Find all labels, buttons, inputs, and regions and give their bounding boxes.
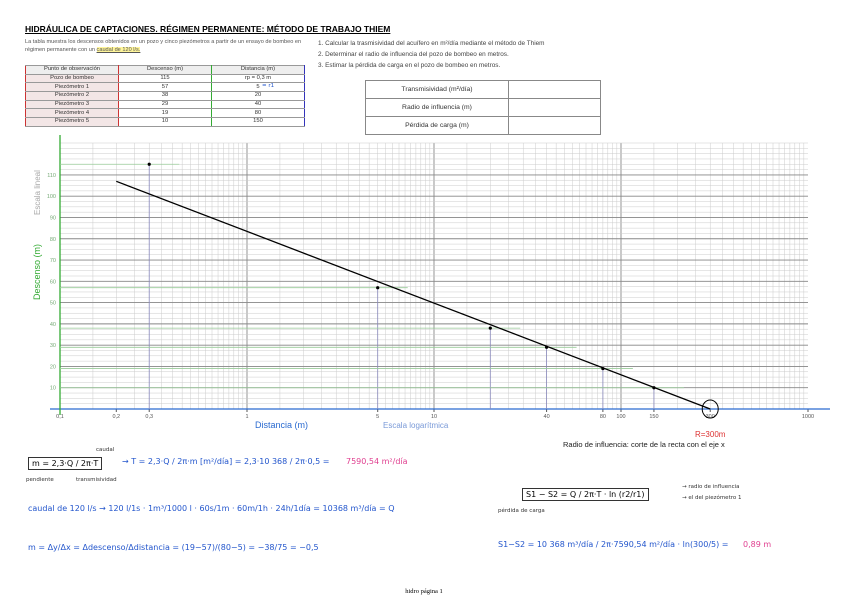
y-tick-label: 10 <box>50 386 56 392</box>
y-tick-label: 40 <box>50 322 56 328</box>
y-tick-label: 90 <box>50 215 56 221</box>
x-tick-label: 150 <box>649 414 658 420</box>
x-tick-label: 0,3 <box>145 414 153 420</box>
radius-circle <box>701 399 719 419</box>
y-tick-label: 80 <box>50 237 56 243</box>
y-tick-label: 100 <box>47 194 56 200</box>
y-tick-label: 30 <box>50 343 56 349</box>
x-tick-label: 1 <box>245 414 248 420</box>
cell: 150 <box>211 117 305 127</box>
intro-highlight: caudal de 120 l/s. <box>96 47 141 53</box>
x-label: Distancia (m) <box>255 420 308 430</box>
tag: pendiente <box>26 477 54 483</box>
x-tick-label: 40 <box>544 414 550 420</box>
x-tick-label: 80 <box>600 414 606 420</box>
title: HIDRÁULICA DE CAPTACIONES. RÉGIMEN PERMA… <box>25 24 391 34</box>
y-tick-label: 70 <box>50 258 56 264</box>
row: Piezómetro 3 29 40 <box>25 99 305 110</box>
x-tick-label: 1000 <box>802 414 814 420</box>
y-tick-label: 50 <box>50 301 56 307</box>
formula: S1 − S2 = Q / 2π·T · ln (r2/r1) <box>522 488 649 501</box>
x-tick-label: 0,2 <box>112 414 120 420</box>
row: Pérdida de carga (m) <box>365 116 601 135</box>
formula: S1−S2 = 10 368 m³/día / 2π·7590,54 m²/dí… <box>498 540 729 549</box>
question: 1. Calcular la trasmisividad del acuífer… <box>318 40 545 47</box>
x-tick-label: 300 <box>706 414 715 420</box>
tag: → radio de influencia <box>682 484 740 490</box>
formula: m = 2,3·Q / 2π·T <box>28 457 103 470</box>
y-label: Descenso (m) <box>32 244 42 300</box>
answer-table: Transmisividad (m²/día) Radio de influenc… <box>365 80 601 135</box>
question: 3. Estimar la pérdida de carga en el poz… <box>318 62 501 69</box>
question: 2. Determinar el radio de influencia del… <box>318 51 509 58</box>
row: Piezómetro 5 10 150 <box>25 117 305 127</box>
x-tick-label: 100 <box>616 414 625 420</box>
intro: La tabla muestra los descensos obtenidos… <box>25 38 310 54</box>
point <box>376 286 380 290</box>
answer-cell <box>508 116 601 135</box>
formula: → T = 2,3·Q / 2π·m [m²/día] = 2,3·10 368… <box>122 457 330 466</box>
footer: hidro página 1 <box>405 588 443 595</box>
radius-label: R=300m <box>695 430 726 439</box>
formula-result: 0,89 m <box>743 540 772 549</box>
y-tick-label: 20 <box>50 364 56 370</box>
radius-note: Radio de influencia: corte de la recta c… <box>563 440 725 449</box>
intro-text: La tabla muestra los descensos obtenidos… <box>25 39 302 53</box>
tag: transmisividad <box>76 477 117 483</box>
x-tick-label: 10 <box>431 414 437 420</box>
tag: → el del piezómetro 1 <box>682 495 742 501</box>
formula: caudal de 120 l/s → 120 l/1s · 1m³/1000 … <box>28 504 395 513</box>
y-tick-label: 110 <box>47 173 56 179</box>
point <box>147 162 151 166</box>
annotation: = r1 <box>262 83 275 89</box>
y-tick-label: 60 <box>50 279 56 285</box>
tag: caudal <box>96 447 115 453</box>
y-note: Escala lineal <box>33 170 42 215</box>
data-table: Punto de observación Descenso (m) Distanci… <box>25 65 305 127</box>
formula-result: 7590,54 m²/día <box>346 457 408 466</box>
tag: pérdida de carga <box>498 508 545 514</box>
row: Radio de influencia (m) <box>365 98 601 117</box>
x-tick-label: 5 <box>376 414 379 420</box>
x-note: Escala logarítmica <box>383 421 449 430</box>
formula: m = Δy/Δx = Δdescenso/Δdistancia = (19−5… <box>28 543 319 552</box>
x-tick-label: 0,1 <box>56 414 64 420</box>
fit-line <box>116 180 711 410</box>
point <box>488 326 492 330</box>
